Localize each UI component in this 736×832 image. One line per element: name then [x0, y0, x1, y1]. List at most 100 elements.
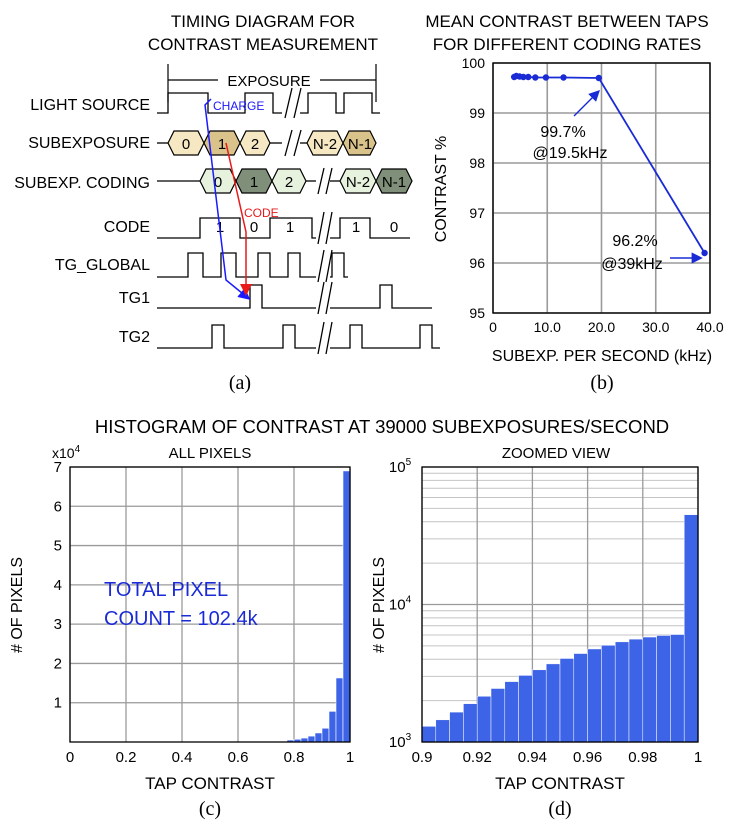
chart-b-annotation-arrows — [573, 90, 703, 264]
chart-c-bar — [314, 732, 323, 743]
coding-label-1: 1 — [250, 174, 258, 191]
signal-label-tg-global: TG_GLOBAL — [55, 257, 150, 274]
charge-arrow — [204, 98, 251, 300]
chart-d-bar — [476, 696, 492, 743]
chart-c-plot-frame — [69, 466, 351, 743]
chart-b-annotation-1-line1: 99.7% — [540, 124, 585, 141]
chart-d-bar — [532, 669, 547, 743]
signal-label-subexp-coding: SUBEXP. CODING — [14, 175, 150, 192]
chart-d-xtick-label: 0.98 — [628, 749, 657, 766]
chart-d-bar — [504, 681, 519, 743]
chart-d-bar — [587, 648, 602, 743]
chart-d-bar — [518, 675, 533, 743]
caption-d: (d) — [548, 798, 571, 820]
chart-d-xtick-label: 1 — [694, 749, 702, 766]
timing-title-line1: TIMING DIAGRAM FOR — [171, 12, 355, 31]
chart-c-bar — [307, 735, 316, 743]
wave-light-source — [157, 92, 282, 114]
chart-d-bar — [449, 711, 464, 743]
chart-b-ytick-label: 96 — [469, 255, 485, 271]
code-bit-1: 0 — [250, 219, 258, 236]
chart-c-xtick-label: 0.6 — [228, 749, 249, 766]
signal-label-tg2: TG2 — [119, 329, 150, 346]
chart-c-annotation-line2: COUNT = 102.4k — [104, 608, 259, 630]
chart-d-xtick-label: 0.92 — [463, 749, 492, 766]
chart-b-gridlines — [492, 62, 711, 314]
chart-b-plot-frame — [492, 62, 711, 314]
chart-c-ytick-label: 5 — [54, 538, 62, 555]
chart-d-bar — [601, 645, 616, 743]
code-arrow — [225, 142, 252, 296]
chart-d-bar — [559, 658, 575, 743]
wave-code-2 — [330, 217, 410, 239]
coding-label-2: 2 — [285, 174, 293, 191]
chart-c-xlabel: TAP CONTRAST — [145, 774, 275, 793]
code-bit-4: 0 — [390, 219, 398, 236]
subexposure-blocks — [167, 130, 377, 156]
chart-c-title: ALL PIXELS — [169, 445, 252, 462]
signal-label-subexposure: SUBEXPOSURE — [28, 135, 150, 152]
chart-d-plot-frame — [421, 466, 699, 743]
timing-diagram: TIMING DIAGRAM FOR CONTRAST MEASUREMENT … — [14, 12, 440, 394]
chart-b-xlabel: SUBEXP. PER SECOND (kHz) — [492, 348, 712, 365]
chart-c-bar — [321, 727, 330, 743]
chart-b-series — [510, 72, 708, 257]
chart-d-xlabel: TAP CONTRAST — [495, 774, 625, 793]
chart-d-bar — [628, 638, 644, 743]
chart-d-bar — [490, 688, 506, 743]
subexposure-label-2: 2 — [251, 136, 259, 153]
waveforms — [157, 92, 440, 349]
chart-b-point — [701, 249, 708, 257]
caption-b: (b) — [590, 372, 613, 394]
chart-c-gridlines — [69, 466, 351, 742]
chart-b-ytick-label: 100 — [462, 55, 486, 71]
wave-tg-global — [157, 252, 316, 278]
chart-c-xtick-label: 0.8 — [284, 749, 305, 766]
subexposure-block-n1 — [342, 130, 377, 156]
code-arrow-label: CODE — [244, 206, 279, 220]
chart-d-bar — [545, 663, 561, 743]
chart-b-point — [542, 74, 550, 81]
coding-label-0: 0 — [214, 174, 222, 191]
chart-b-ylabel: CONTRAST % — [433, 136, 450, 242]
chart-b: MEAN CONTRAST BETWEEN TAPS FOR DIFFERENT… — [425, 12, 724, 394]
chart-d-bar — [463, 703, 478, 743]
subexposure-label-1: 1 — [218, 136, 226, 153]
chart-b-ticks: 0 10.0 20.0 30.0 40.0 95 96 97 98 99 100 — [462, 55, 724, 335]
wave-light-source-2 — [300, 92, 380, 114]
coding-block-n1 — [375, 168, 413, 194]
chart-b-title-line1: MEAN CONTRAST BETWEEN TAPS — [425, 12, 708, 31]
code-bit-3: 1 — [352, 219, 360, 236]
chart-d-xtick-label: 0.9 — [412, 749, 433, 766]
chart-c-annotation-line1: TOTAL PIXEL — [104, 579, 228, 601]
chart-c-ylabel: # OF PIXELS — [9, 557, 26, 653]
coding-block-2 — [271, 168, 307, 194]
chart-d-bar — [670, 634, 685, 743]
wave-code — [157, 217, 316, 239]
chart-c-xtick-label: 0 — [66, 749, 74, 766]
exposure-label: EXPOSURE — [227, 73, 310, 90]
chart-b-ytick-label: 95 — [469, 305, 485, 321]
chart-d-bar — [435, 719, 450, 743]
timing-title-line2: CONTRAST MEASUREMENT — [148, 35, 378, 54]
wave-tg2-2 — [330, 324, 440, 349]
wave-tg-global-2 — [330, 252, 348, 278]
chart-b-point — [532, 74, 539, 81]
histogram-suptitle: HISTOGRAM OF CONTRAST AT 39000 SUBEXPOSU… — [95, 416, 669, 437]
caption-a: (a) — [229, 372, 251, 394]
chart-b-xtick-label: 20.0 — [588, 319, 615, 335]
chart-b-point — [560, 74, 567, 81]
chart-c-xtick-label: 0.2 — [116, 749, 137, 766]
chart-b-xtick-label: 30.0 — [642, 319, 669, 335]
chart-b-point — [595, 74, 602, 82]
chart-d-bar — [573, 653, 588, 743]
coding-label-n2: N-2 — [346, 174, 370, 191]
chart-c-xtick-label: 0.4 — [172, 749, 193, 766]
chart-d-title: ZOOMED VIEW — [502, 445, 611, 462]
chart-b-ytick-label: 97 — [469, 205, 485, 221]
chart-b-title-line2: FOR DIFFERENT CODING RATES — [433, 35, 702, 54]
chart-c-ytick-label: 4 — [54, 577, 62, 594]
chart-d-ytick-label: 104 — [389, 595, 412, 614]
coding-blocks — [199, 168, 413, 194]
wave-tg2 — [157, 324, 316, 349]
